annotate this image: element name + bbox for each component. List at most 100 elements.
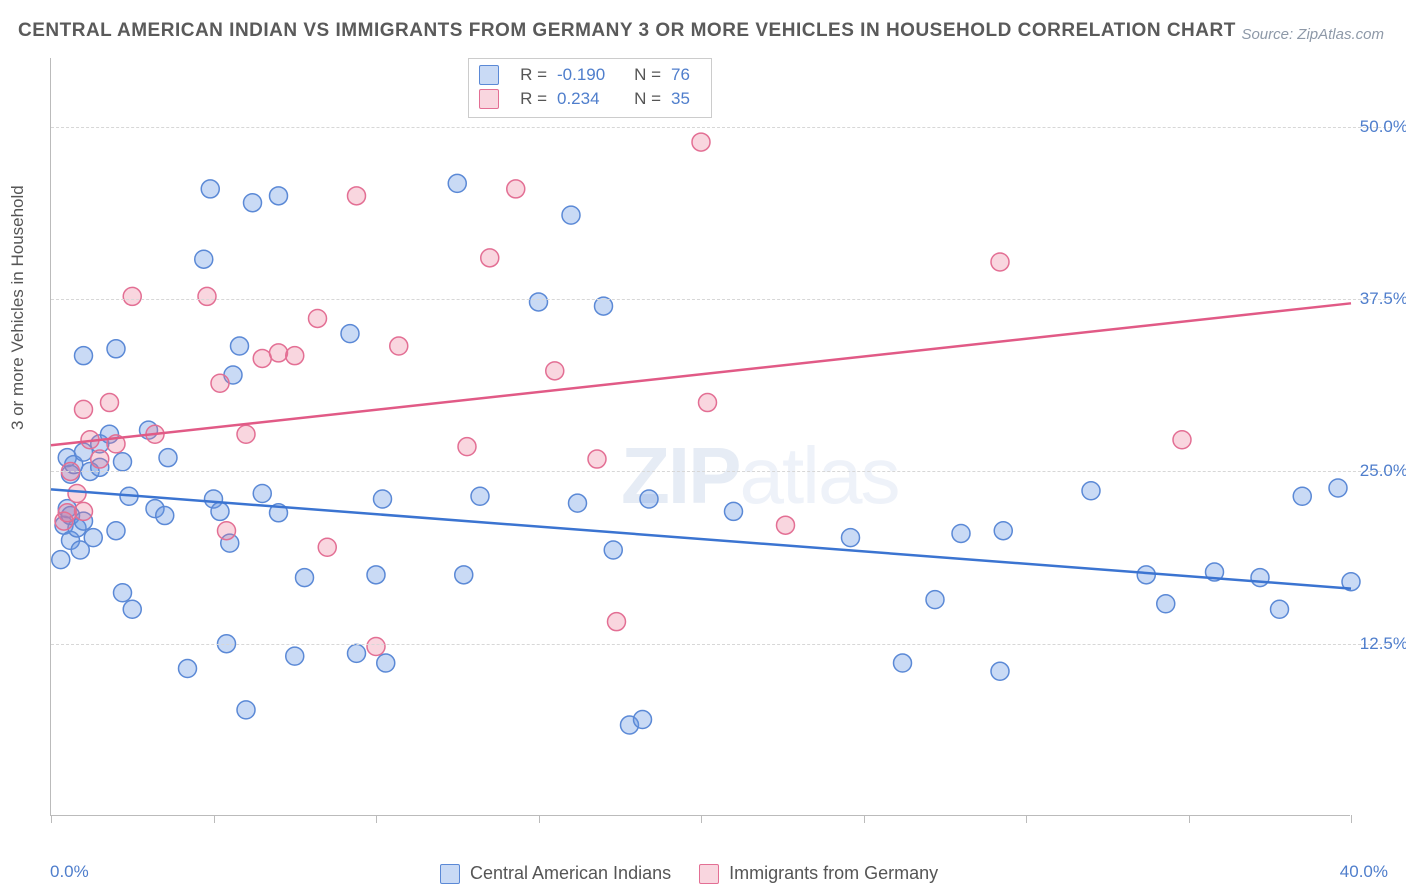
data-point: [604, 541, 622, 559]
legend-label: Immigrants from Germany: [729, 863, 938, 884]
data-point: [367, 637, 385, 655]
data-point: [211, 374, 229, 392]
data-point: [455, 566, 473, 584]
gridline: [51, 471, 1391, 472]
data-point: [156, 507, 174, 525]
data-point: [341, 325, 359, 343]
data-point: [1271, 600, 1289, 618]
source-label: Source: ZipAtlas.com: [1241, 26, 1384, 43]
data-point: [588, 450, 606, 468]
data-point: [448, 174, 466, 192]
x-tick: [864, 815, 865, 823]
x-axis-max-label: 40.0%: [1340, 862, 1388, 882]
data-point: [390, 337, 408, 355]
legend-swatch-pink-icon: [699, 864, 719, 884]
legend-stats-row: R = 0.234 N = 35: [479, 87, 701, 111]
data-point: [699, 394, 717, 412]
n-label: N =: [627, 89, 661, 109]
legend-swatch-blue-icon: [440, 864, 460, 884]
data-point: [1137, 566, 1155, 584]
data-point: [244, 194, 262, 212]
data-point: [569, 494, 587, 512]
data-point: [367, 566, 385, 584]
legend-item: Central American Indians: [440, 863, 671, 884]
data-point: [253, 485, 271, 503]
data-point: [123, 600, 141, 618]
data-point: [114, 584, 132, 602]
data-point: [471, 487, 489, 505]
legend-swatch-blue-icon: [479, 65, 499, 85]
data-point: [270, 344, 288, 362]
data-point: [1173, 431, 1191, 449]
data-point: [107, 340, 125, 358]
data-point: [218, 522, 236, 540]
data-point: [1293, 487, 1311, 505]
data-point: [952, 524, 970, 542]
data-point: [309, 309, 327, 327]
legend-item: Immigrants from Germany: [699, 863, 938, 884]
gridline: [51, 299, 1391, 300]
y-axis-label: 3 or more Vehicles in Household: [8, 185, 28, 430]
data-point: [58, 504, 76, 522]
data-point: [195, 250, 213, 268]
data-point: [377, 654, 395, 672]
data-point: [211, 502, 229, 520]
x-tick: [539, 815, 540, 823]
data-point: [1329, 479, 1347, 497]
data-point: [318, 538, 336, 556]
data-point: [1251, 569, 1269, 587]
n-label: N =: [627, 65, 661, 85]
data-point: [634, 711, 652, 729]
x-tick: [214, 815, 215, 823]
data-point: [201, 180, 219, 198]
data-point: [114, 453, 132, 471]
data-point: [159, 449, 177, 467]
data-point: [75, 347, 93, 365]
y-tick-label: 50.0%: [1360, 117, 1406, 137]
data-point: [348, 644, 366, 662]
data-point: [296, 569, 314, 587]
data-point: [286, 647, 304, 665]
data-point: [640, 490, 658, 508]
data-point: [777, 516, 795, 534]
data-point: [52, 551, 70, 569]
data-point: [507, 180, 525, 198]
data-point: [458, 438, 476, 456]
data-point: [198, 287, 216, 305]
r-label: R =: [509, 89, 547, 109]
data-point: [481, 249, 499, 267]
chart-title: CENTRAL AMERICAN INDIAN VS IMMIGRANTS FR…: [18, 20, 1236, 42]
data-point: [107, 522, 125, 540]
data-point: [348, 187, 366, 205]
data-point: [842, 529, 860, 547]
y-tick-label: 37.5%: [1360, 289, 1406, 309]
x-tick: [1189, 815, 1190, 823]
data-point: [270, 187, 288, 205]
data-point: [608, 613, 626, 631]
x-tick: [51, 815, 52, 823]
data-point: [237, 701, 255, 719]
n-value-pink: 35: [671, 89, 701, 109]
data-point: [725, 502, 743, 520]
data-point: [231, 337, 249, 355]
n-value-blue: 76: [671, 65, 701, 85]
plot-area: ZIPatlas 12.5%25.0%37.5%50.0%: [50, 58, 1350, 816]
data-point: [179, 660, 197, 678]
legend-swatch-pink-icon: [479, 89, 499, 109]
data-point: [75, 400, 93, 418]
data-point: [562, 206, 580, 224]
data-point: [75, 502, 93, 520]
gridline: [51, 644, 1391, 645]
r-value-pink: 0.234: [557, 89, 617, 109]
r-label: R =: [509, 65, 547, 85]
data-point: [546, 362, 564, 380]
gridline: [51, 127, 1391, 128]
data-point: [1082, 482, 1100, 500]
y-tick-label: 12.5%: [1360, 634, 1406, 654]
data-point: [894, 654, 912, 672]
data-point: [692, 133, 710, 151]
x-tick: [701, 815, 702, 823]
data-point: [253, 349, 271, 367]
data-point: [84, 529, 102, 547]
data-point: [991, 253, 1009, 271]
